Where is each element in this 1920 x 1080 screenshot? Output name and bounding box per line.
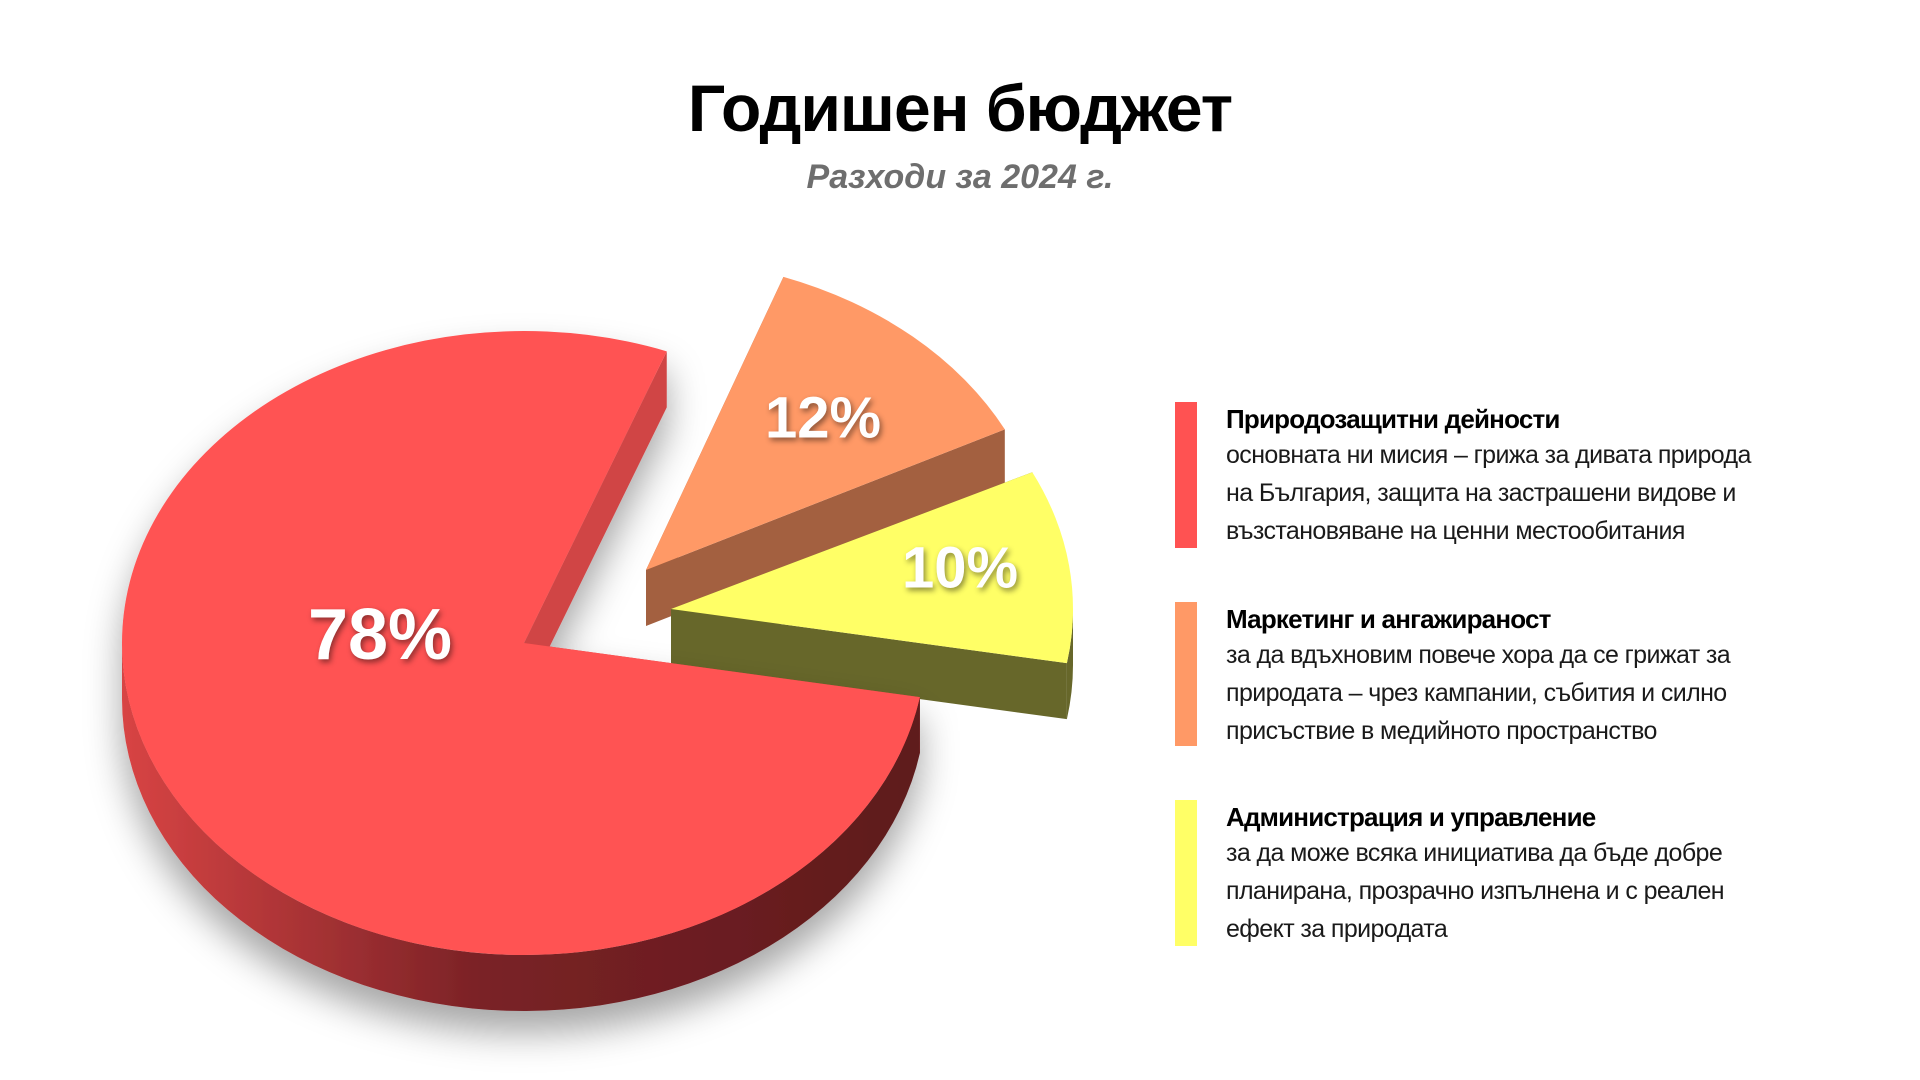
legend-swatch <box>1175 402 1197 548</box>
pie-slice-side <box>1066 609 1074 720</box>
data-label-3: 10% <box>902 535 1018 600</box>
data-label-1: 78% <box>308 595 452 675</box>
legend-title: Администрация и управление <box>1226 802 1596 832</box>
pie-slice-3 <box>671 472 1074 720</box>
pie-slice-top <box>646 276 1005 570</box>
legend-title: Маркетинг и ангажираност <box>1226 604 1551 634</box>
legend-desc-line: ефект за природата <box>1226 915 1448 943</box>
legend-swatch <box>1175 800 1197 946</box>
legend-desc-line: планирана, прозрачно изпълнена и с реале… <box>1226 877 1725 905</box>
pie-slice-2 <box>646 276 1005 626</box>
chart-title: Годишен бюджет <box>687 71 1233 145</box>
legend-desc-line: на България, защита на застрашени видове… <box>1226 479 1736 507</box>
legend-title: Природозащитни дейности <box>1226 404 1560 434</box>
pie-slice-side <box>122 643 920 1011</box>
legend-desc-line: основната ни мисия – грижа за дивата при… <box>1226 441 1751 469</box>
pie-slice-1 <box>121 330 920 1011</box>
legend-desc-line: за да вдъхновим повече хора да се грижат… <box>1226 641 1731 669</box>
pie-slice-top <box>671 472 1073 664</box>
data-label-2: 12% <box>765 385 881 450</box>
pie-slice-wall <box>524 351 667 699</box>
legend-swatch <box>1175 602 1197 746</box>
pie-slice-wall <box>646 429 1005 626</box>
pie-slice-top <box>121 330 920 956</box>
legend-desc-line: възстановяване на ценни местообитания <box>1226 517 1685 545</box>
legend-desc-line: присъствие в медийното пространство <box>1226 717 1657 745</box>
pie-slice-wall <box>671 609 1067 720</box>
legend-desc-line: природата – чрез кампании, събития и сил… <box>1226 679 1727 707</box>
chart-subtitle: Разходи за 2024 г. <box>806 158 1114 196</box>
legend-desc-line: за да може всяка инициатива да бъде добр… <box>1226 839 1723 867</box>
